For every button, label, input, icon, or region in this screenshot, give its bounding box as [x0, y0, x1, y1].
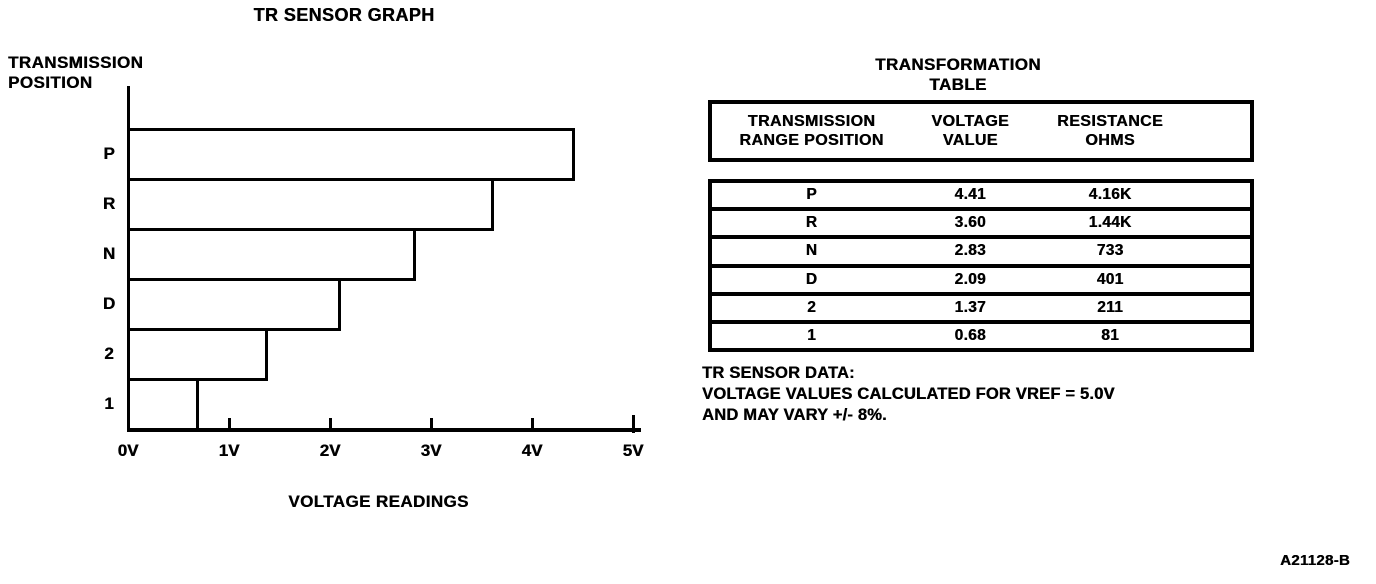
x-tick-label-1V: 1V: [218, 441, 240, 460]
table-title: TRANSFORMATION TABLE: [848, 55, 1068, 95]
cell-voltage: 3.60: [954, 214, 986, 232]
cell-resistance: 733: [1096, 242, 1124, 260]
cell-voltage: 0.68: [954, 326, 986, 344]
cell-position: 1: [807, 326, 816, 344]
x-tick-3V: [430, 418, 433, 431]
cell-position: 2: [807, 298, 816, 316]
column-header-voltage-value: VOLTAGE VALUE: [931, 113, 1010, 149]
table-row-D: D 2.09 401: [712, 268, 1250, 296]
x-axis-line: [127, 428, 641, 432]
cell-position: N: [805, 242, 818, 260]
x-axis-caption: VOLTAGE READINGS: [288, 492, 469, 511]
cell-voltage: 1.37: [954, 298, 986, 316]
note-line1: TR SENSOR DATA:: [702, 364, 855, 382]
cell-resistance: 211: [1097, 298, 1124, 316]
tr-sensor-data-note: TR SENSOR DATA: VOLTAGE VALUES CALCULATE…: [702, 363, 1115, 426]
cell-voltage: 4.41: [954, 186, 986, 204]
table-row-R: R 3.60 1.44K: [712, 211, 1250, 240]
cell-resistance: 401: [1096, 270, 1124, 288]
x-tick-label-2V: 2V: [319, 441, 341, 460]
cell-position: D: [805, 270, 818, 288]
column-header-transmission-range-position: TRANSMISSION RANGE POSITION: [739, 113, 884, 149]
x-tick-5V: [632, 415, 635, 433]
cell-resistance: 81: [1101, 326, 1120, 344]
note-line2: VOLTAGE VALUES CALCULATED FOR VREF = 5.0…: [702, 385, 1115, 403]
category-label-1: 1: [104, 394, 114, 413]
y-axis-label: TRANSMISSION POSITION: [8, 53, 143, 93]
x-tick-1V: [228, 418, 231, 431]
table-row-N: N 2.83 733: [712, 239, 1250, 268]
cell-resistance: 4.16K: [1088, 186, 1132, 204]
cell-position: R: [805, 214, 818, 232]
table-header: TRANSMISSION RANGE POSITION VOLTAGE VALU…: [708, 100, 1254, 162]
category-label-N: N: [102, 244, 116, 263]
bar-1: [127, 378, 199, 431]
category-label-D: D: [102, 294, 116, 313]
table-row-2: 2 1.37 211: [712, 296, 1250, 324]
bar-P: [127, 128, 575, 181]
cell-voltage: 2.83: [954, 242, 986, 260]
table-row-P: P 4.41 4.16K: [712, 183, 1250, 212]
category-label-P: P: [103, 144, 115, 163]
x-tick-label-4V: 4V: [521, 441, 543, 460]
table-row-1: 1 0.68 81: [712, 324, 1250, 348]
bar-D: [127, 278, 341, 331]
cell-resistance: 1.44K: [1088, 214, 1132, 232]
category-label-R: R: [102, 194, 116, 213]
x-tick-label-5V: 5V: [622, 441, 644, 460]
x-tick-label-3V: 3V: [420, 441, 442, 460]
column-header-resistance-ohms: RESISTANCE OHMS: [1057, 113, 1164, 149]
figure-id: A21128-B: [1280, 552, 1350, 569]
graph-title: TR SENSOR GRAPH: [253, 5, 435, 25]
table-body: P 4.41 4.16K R 3.60 1.44K N 2.83 733 D 2.09 401 2 1.3…: [708, 179, 1254, 352]
y-axis-label-line2: POSITION: [8, 73, 93, 92]
bar-R: [127, 178, 494, 231]
cell-position: P: [806, 186, 817, 204]
category-label-2: 2: [104, 344, 114, 363]
x-tick-4V: [531, 418, 534, 431]
table-title-line1: TRANSFORMATION: [875, 55, 1041, 74]
x-tick-label-0V: 0V: [117, 441, 139, 460]
x-tick-2V: [329, 418, 332, 431]
bar-N: [127, 228, 416, 281]
table-title-line2: TABLE: [929, 75, 987, 94]
bar-2: [127, 328, 268, 381]
note-line3: AND MAY VARY +/- 8%.: [702, 406, 887, 424]
y-axis-label-line1: TRANSMISSION: [8, 53, 144, 72]
cell-voltage: 2.09: [954, 270, 986, 288]
